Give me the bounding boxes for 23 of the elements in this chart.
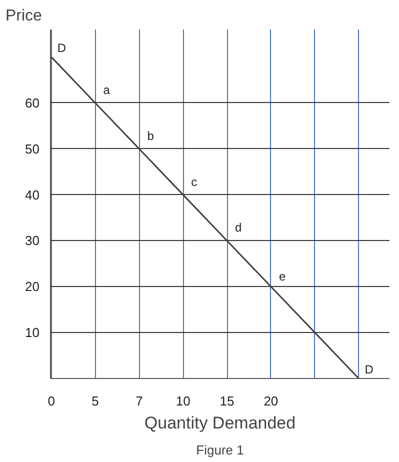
x-tick-label: 0	[48, 394, 55, 408]
annotation: b	[147, 128, 154, 143]
y-tick-label: 50	[25, 141, 40, 156]
y-tick-label: 20	[25, 279, 40, 294]
x-tick-label: 20	[264, 394, 278, 408]
annotation: d	[235, 220, 242, 235]
annotation: e	[278, 270, 286, 284]
line-series	[50, 56, 360, 378]
series-label: D	[57, 41, 66, 56]
x-tick-label: 10	[176, 394, 190, 408]
annotation: a	[103, 82, 110, 97]
x-tick-label: 5	[92, 394, 99, 408]
x-axis-title: Quantity Demanded	[144, 414, 296, 432]
y-tick-label: 10	[25, 325, 40, 340]
y-tick-label: 40	[25, 187, 40, 202]
annotation: c	[191, 174, 198, 189]
x-tick-label: 7	[136, 394, 143, 408]
y-axis-title: Price	[6, 8, 42, 24]
y-tick-label: 30	[25, 233, 40, 248]
caption: Figure 1	[196, 442, 244, 458]
x-tick-label: 15	[220, 394, 234, 408]
text: D	[364, 362, 374, 376]
y-tick-label: 60	[25, 95, 40, 110]
